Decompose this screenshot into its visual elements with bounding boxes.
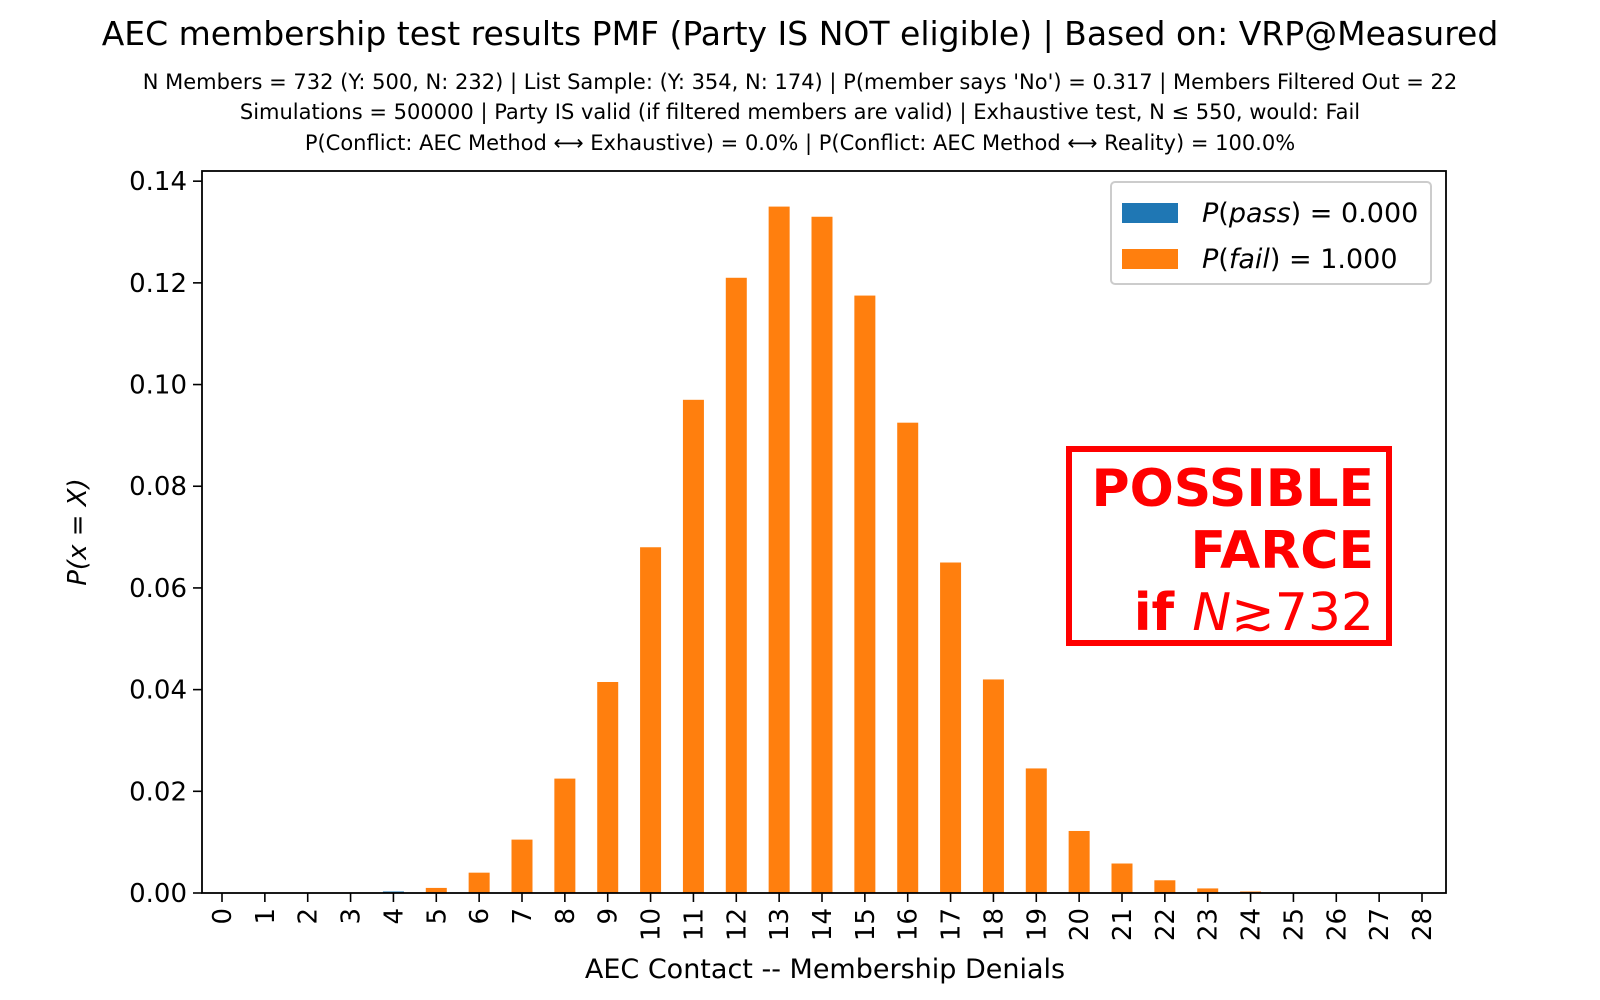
- fail-bar-10: [640, 547, 662, 893]
- x-tick-label: 23: [1194, 908, 1224, 941]
- annotation-line-2: FARCE: [1190, 521, 1374, 581]
- x-tick-label: 2: [294, 908, 324, 925]
- fail-bar-19: [1025, 768, 1047, 893]
- annotation-line-1: POSSIBLE: [1091, 459, 1374, 519]
- x-tick-label: 10: [637, 908, 667, 941]
- chart-title: AEC membership test results PMF (Party I…: [101, 14, 1499, 53]
- legend-swatch-fail: [1122, 249, 1178, 269]
- x-tick-label: 6: [465, 908, 495, 925]
- y-tick-label: 0.14: [129, 167, 187, 197]
- fail-bar-12: [725, 277, 747, 893]
- x-tick-label: 20: [1065, 908, 1095, 941]
- fail-bar-8: [554, 778, 576, 893]
- x-tick-label: 25: [1279, 908, 1309, 941]
- x-axis-label: AEC Contact -- Membership Denials: [584, 954, 1066, 985]
- x-tick-label: 16: [894, 908, 924, 941]
- fail-bar-21: [1111, 863, 1133, 893]
- x-tick-label: 24: [1237, 908, 1267, 941]
- x-tick-label: 22: [1151, 908, 1181, 941]
- fail-bar-17: [940, 562, 962, 893]
- fail-bar-14: [811, 216, 833, 893]
- y-tick-label: 0.00: [129, 879, 187, 909]
- legend-swatch-pass: [1122, 203, 1178, 223]
- x-tick-label: 13: [765, 908, 795, 941]
- fail-bar-11: [682, 399, 704, 893]
- x-tick-label: 28: [1408, 908, 1438, 941]
- fail-bar-16: [897, 422, 919, 893]
- fail-bar-18: [982, 679, 1004, 893]
- x-tick-label: 9: [594, 908, 624, 925]
- x-tick-label: 4: [379, 908, 409, 925]
- fail-bar-6: [468, 872, 490, 893]
- x-tick-label: 17: [937, 908, 967, 941]
- x-tick-label: 3: [337, 908, 367, 925]
- fail-bar-13: [768, 206, 790, 893]
- fail-bar-7: [511, 839, 533, 893]
- subtitle-line-1: N Members = 732 (Y: 500, N: 232) | List …: [142, 70, 1458, 94]
- fail-bar-23: [1197, 888, 1219, 893]
- possible-farce-annotation: POSSIBLE FARCE if N≳732: [1066, 446, 1392, 646]
- x-tick-label: 0: [208, 908, 238, 925]
- x-tick-label: 11: [679, 908, 709, 941]
- y-tick-label: 0.02: [129, 777, 187, 807]
- x-tick-label: 15: [851, 908, 881, 941]
- x-tick-label: 27: [1365, 908, 1395, 941]
- x-tick-label: 21: [1108, 908, 1138, 941]
- y-tick-label: 0.04: [129, 676, 187, 706]
- legend: P(pass) = 0.000 P(fail) = 1.000: [1110, 181, 1432, 285]
- fail-bar-15: [854, 295, 876, 893]
- subtitle-line-3: P(Conflict: AEC Method ⟷ Exhaustive) = 0…: [304, 131, 1296, 155]
- x-tick-label: 14: [808, 908, 838, 941]
- fail-bar-9: [597, 681, 619, 893]
- x-tick-label: 26: [1322, 908, 1352, 941]
- x-tick-label: 1: [251, 908, 281, 925]
- y-tick-label: 0.10: [129, 371, 187, 401]
- subtitle-line-2: Simulations = 500000 | Party IS valid (i…: [239, 100, 1361, 124]
- x-tick-label: 12: [722, 908, 752, 941]
- legend-label-pass: P(pass) = 0.000: [1202, 197, 1419, 229]
- y-tick-label: 0.12: [129, 269, 187, 299]
- x-tick-label: 5: [422, 908, 452, 925]
- x-tick-label: 7: [508, 908, 538, 925]
- fail-bar-22: [1154, 880, 1176, 893]
- x-tick-label: 18: [979, 908, 1009, 941]
- y-tick-label: 0.08: [129, 472, 187, 502]
- legend-item-fail: P(fail) = 1.000: [1122, 239, 1398, 279]
- annotation-line-3: if N≳732: [1133, 583, 1374, 643]
- fail-bar-20: [1068, 830, 1090, 893]
- y-tick-label: 0.06: [129, 574, 187, 604]
- plot-frame: [201, 170, 1447, 894]
- fail-bar-5: [425, 887, 447, 893]
- y-axis-label: P(x = X): [63, 478, 93, 586]
- x-tick-label: 19: [1022, 908, 1052, 941]
- legend-item-pass: P(pass) = 0.000: [1122, 193, 1418, 233]
- x-tick-label: 8: [551, 908, 581, 925]
- legend-label-fail: P(fail) = 1.000: [1202, 243, 1398, 275]
